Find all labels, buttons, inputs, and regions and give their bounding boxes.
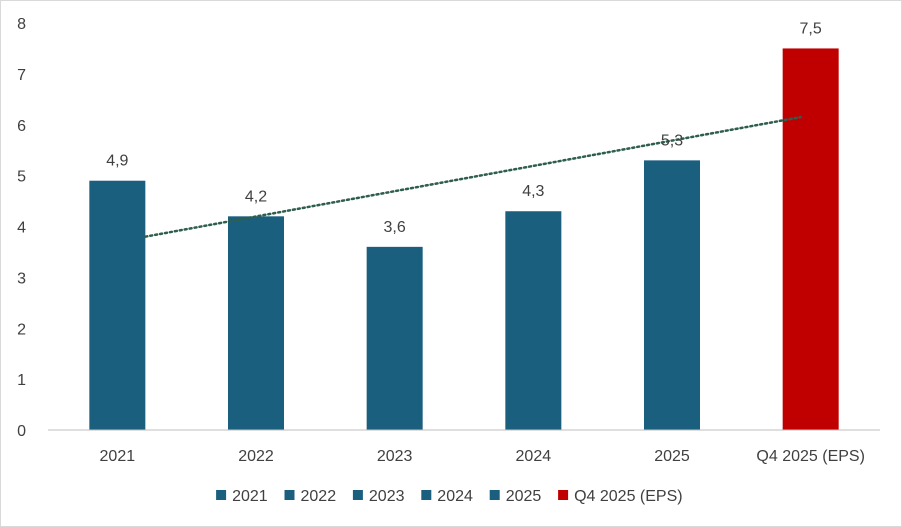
legend-label: 2022 <box>301 488 337 505</box>
legend-label: 2023 <box>369 488 405 505</box>
legend-swatch <box>216 490 227 500</box>
y-axis-ticks: 0 1 2 3 4 5 6 7 8 <box>17 16 26 440</box>
y-tick-label: 1 <box>17 372 26 389</box>
bar <box>89 180 146 430</box>
x-tick-label: 2022 <box>238 448 274 465</box>
data-label: 4,9 <box>106 153 128 170</box>
legend-label: 2021 <box>232 488 268 505</box>
legend-label: 2025 <box>506 488 542 505</box>
legend-swatch <box>352 490 363 500</box>
y-tick-label: 3 <box>17 270 26 287</box>
data-label: 4,2 <box>245 188 267 205</box>
legend-label: 2024 <box>437 488 473 505</box>
legend-label: Q4 2025 (EPS) <box>574 488 683 505</box>
x-tick-label: 2021 <box>100 448 136 465</box>
trendline <box>144 115 802 238</box>
x-tick-label: 2025 <box>654 448 690 465</box>
data-label: 7,5 <box>800 20 822 37</box>
trendline-group <box>144 115 802 238</box>
legend: 2021 2022 2023 2024 2025 Q4 2025 (EPS) <box>216 488 683 505</box>
bar <box>644 160 700 431</box>
bars <box>89 48 839 431</box>
bar <box>366 246 423 430</box>
x-tick-label: 2024 <box>516 448 552 465</box>
x-tick-label: 2023 <box>377 448 413 465</box>
data-labels: 4,9 4,2 3,6 4,3 5,3 7,5 <box>106 20 822 235</box>
y-tick-label: 5 <box>17 169 26 186</box>
y-tick-label: 8 <box>17 16 26 33</box>
y-tick-label: 6 <box>17 118 26 135</box>
bar <box>782 48 839 430</box>
y-tick-label: 2 <box>17 321 26 338</box>
legend-swatch <box>421 490 432 500</box>
legend-swatch <box>558 490 569 500</box>
x-axis-ticks: 2021 2022 2023 2024 2025 Q4 2025 (EPS) <box>100 448 865 465</box>
y-tick-label: 4 <box>17 220 26 237</box>
y-tick-label: 7 <box>17 67 26 84</box>
x-tick-label: Q4 2025 (EPS) <box>756 448 865 465</box>
data-label: 3,6 <box>384 219 406 236</box>
legend-swatch <box>489 490 500 500</box>
data-label: 5,3 <box>661 132 683 149</box>
bar <box>505 211 562 430</box>
data-label: 4,3 <box>522 183 544 200</box>
y-tick-label: 0 <box>17 423 26 440</box>
bar <box>228 216 284 430</box>
legend-swatch <box>284 490 295 500</box>
